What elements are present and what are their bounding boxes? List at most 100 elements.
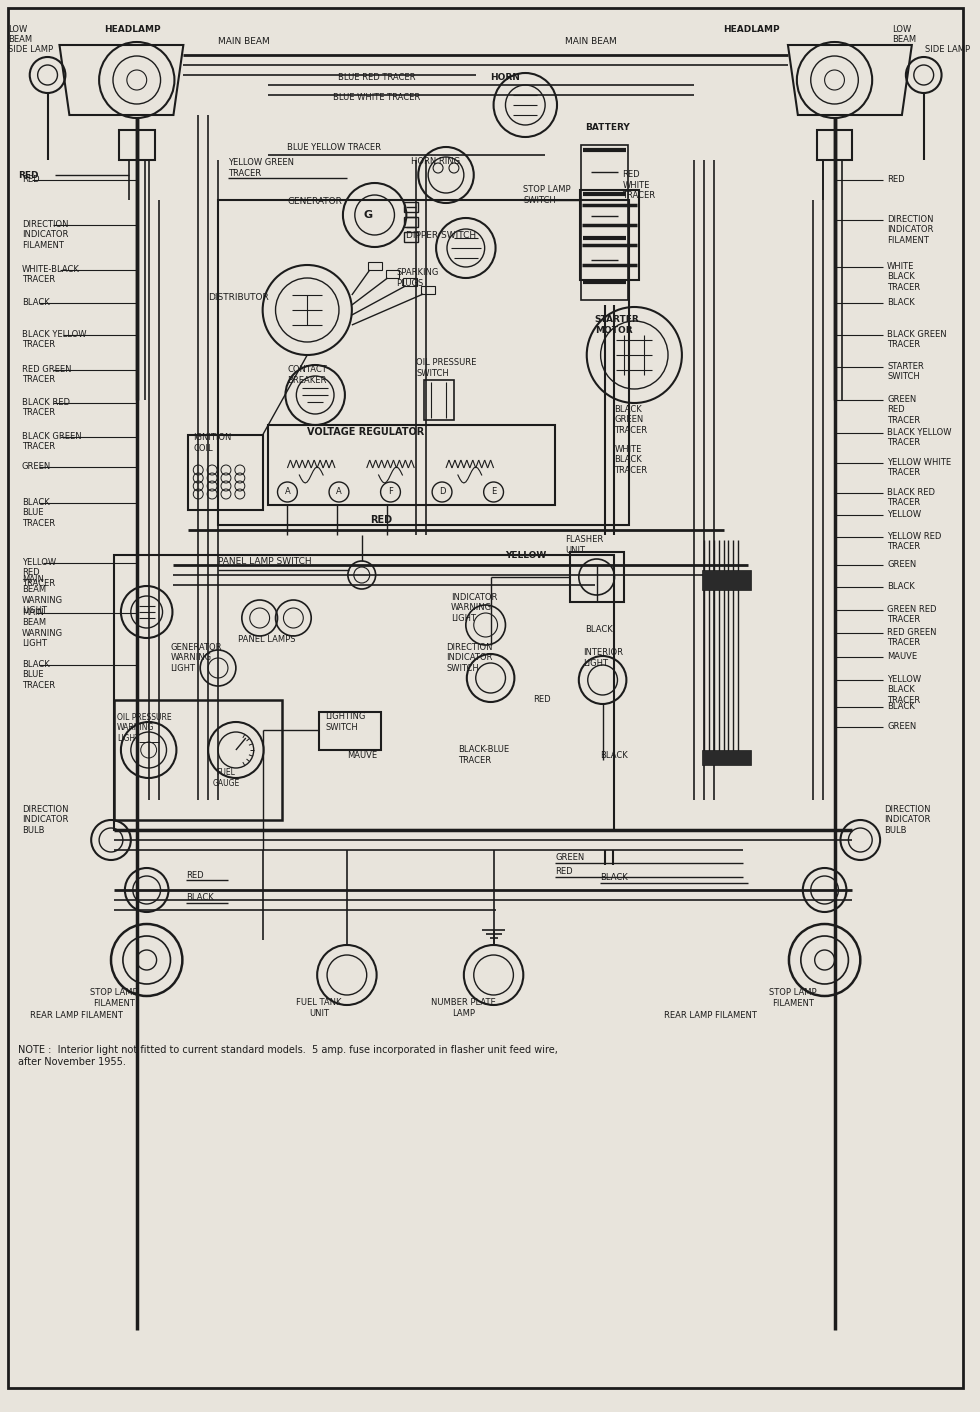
Bar [188,435,263,510]
Text: GREEN: GREEN [555,853,584,863]
Text: RED
WHITE
TRACER: RED WHITE TRACER [622,169,656,201]
Bar [385,270,400,278]
Text: FUEL
GAUGE: FUEL GAUGE [213,768,239,788]
Text: HORN: HORN [491,73,520,82]
Text: VOLTAGE REGULATOR: VOLTAGE REGULATOR [308,426,424,436]
Text: GREEN: GREEN [887,561,916,569]
Text: MAUVE: MAUVE [887,652,917,661]
Text: BLACK
BLUE
TRACER: BLACK BLUE TRACER [22,498,55,528]
Text: DIRECTION
INDICATOR
BULB: DIRECTION INDICATOR BULB [22,805,69,834]
Text: IGNITION
COIL: IGNITION COIL [193,433,231,453]
Bar [702,570,752,590]
Text: DIRECTION
INDICATOR
FILAMENT: DIRECTION INDICATOR FILAMENT [887,215,934,244]
Text: BLACK GREEN
TRACER: BLACK GREEN TRACER [887,330,947,349]
Text: YELLOW: YELLOW [506,551,547,559]
Bar [580,191,639,280]
Text: SIDE LAMP: SIDE LAMP [8,45,53,55]
Text: STOP LAMP
FILAMENT: STOP LAMP FILAMENT [769,988,816,1008]
Text: GREEN
RED
TRACER: GREEN RED TRACER [887,395,920,425]
Bar [405,217,418,227]
Text: BATTERY: BATTERY [585,123,629,133]
Text: YELLOW RED
TRACER: YELLOW RED TRACER [887,532,942,552]
Text: DISTRIBUTOR: DISTRIBUTOR [208,294,269,302]
Text: BLACK: BLACK [22,298,50,306]
Text: BLACK: BLACK [887,298,914,306]
Bar [268,425,555,505]
Text: F: F [388,487,393,497]
Text: FUEL TANK
UNIT: FUEL TANK UNIT [296,998,342,1018]
Text: HEADLAMP: HEADLAMP [104,25,161,34]
Text: STARTER
MOTOR: STARTER MOTOR [595,315,639,335]
Text: YELLOW: YELLOW [887,510,921,520]
Text: MAIN BEAM: MAIN BEAM [218,38,270,47]
Bar [319,712,380,750]
Text: BLACK YELLOW
TRACER: BLACK YELLOW TRACER [887,428,952,448]
Text: LOW
BEAM: LOW BEAM [8,25,32,44]
Bar [119,130,155,160]
Bar [114,700,282,820]
Text: RED GREEN
TRACER: RED GREEN TRACER [887,628,937,647]
Text: NOTE :  Interior light not fitted to current standard models.  5 amp. fuse incor: NOTE : Interior light not fitted to curr… [18,1045,558,1066]
Text: E: E [491,487,496,497]
Text: RED: RED [22,175,39,184]
Text: STARTER
SWITCH: STARTER SWITCH [887,361,924,381]
Text: RED: RED [18,171,38,179]
Bar [218,201,629,525]
Text: BLACK: BLACK [585,626,612,634]
Text: A: A [336,487,342,497]
Text: SIDE LAMP: SIDE LAMP [925,45,970,55]
Text: WHITE
BLACK
TRACER: WHITE BLACK TRACER [887,263,920,292]
Bar [424,380,454,419]
Text: HEADLAMP: HEADLAMP [723,25,780,34]
Text: OIL PRESSURE
WARNING
LIGHT: OIL PRESSURE WARNING LIGHT [117,713,172,743]
Text: BLUE YELLOW TRACER: BLUE YELLOW TRACER [287,144,381,152]
Text: RED GREEN
TRACER: RED GREEN TRACER [22,364,72,384]
Bar [114,555,614,830]
Bar [404,278,417,287]
Bar [405,232,418,241]
Text: DIPPER SWITCH: DIPPER SWITCH [407,230,476,240]
Text: BLACK
GREEN
TRACER: BLACK GREEN TRACER [614,405,648,435]
Text: REAR LAMP FILAMENT: REAR LAMP FILAMENT [29,1011,122,1019]
Text: CONTACT
BREAKER: CONTACT BREAKER [287,366,327,384]
Bar [570,552,624,602]
Text: BLACK
BLUE
TRACER: BLACK BLUE TRACER [22,659,55,690]
Text: MAUVE: MAUVE [347,751,377,760]
Text: GENERATOR
WARNING
LIGHT: GENERATOR WARNING LIGHT [171,642,222,674]
Text: DIRECTION
INDICATOR
BULB: DIRECTION INDICATOR BULB [884,805,931,834]
Text: BLACK-BLUE
TRACER: BLACK-BLUE TRACER [458,746,509,765]
Bar [816,130,853,160]
Bar [421,287,435,294]
Text: GREEN RED
TRACER: GREEN RED TRACER [887,604,937,624]
Text: YELLOW
RED
TRACER: YELLOW RED TRACER [22,558,56,587]
Text: YELLOW WHITE
TRACER: YELLOW WHITE TRACER [887,457,952,477]
Text: YELLOW GREEN
TRACER: YELLOW GREEN TRACER [228,158,294,178]
Text: FLASHER
UNIT: FLASHER UNIT [564,535,603,555]
Bar [581,145,628,299]
Text: RED: RED [533,696,551,705]
Text: D: D [439,487,445,497]
Text: BLACK: BLACK [186,894,214,902]
Text: MAIN
BEAM
WARNING
LIGHT: MAIN BEAM WARNING LIGHT [22,575,63,616]
Text: G: G [364,210,372,220]
Text: RED: RED [555,867,572,877]
Text: DIRECTION
INDICATOR
SWITCH: DIRECTION INDICATOR SWITCH [446,642,493,674]
Text: RED: RED [887,175,905,184]
Text: BLACK RED
TRACER: BLACK RED TRACER [887,489,935,507]
Text: BLACK: BLACK [887,582,914,592]
Text: DIRECTION
INDICATOR
FILAMENT: DIRECTION INDICATOR FILAMENT [22,220,69,250]
Text: YELLOW
BLACK
TRACER: YELLOW BLACK TRACER [887,675,921,705]
Text: BLUE RED TRACER: BLUE RED TRACER [338,73,416,82]
Text: HORN RING: HORN RING [412,158,461,167]
Text: SPARKING
PLUGS: SPARKING PLUGS [397,268,439,288]
Text: RED: RED [186,871,204,880]
Text: BLACK RED
TRACER: BLACK RED TRACER [22,398,70,418]
Text: MAIN
BEAM
WARNING
LIGHT: MAIN BEAM WARNING LIGHT [22,609,63,648]
Text: LIGHTING
SWITCH: LIGHTING SWITCH [325,712,366,731]
Text: PANEL LAMP SWITCH: PANEL LAMP SWITCH [218,558,312,566]
Text: MAIN BEAM: MAIN BEAM [564,38,616,47]
Text: GREEN: GREEN [887,722,916,731]
Bar [368,263,381,270]
Text: STOP LAMP
FILAMENT: STOP LAMP FILAMENT [90,988,138,1008]
Text: LOW
BEAM: LOW BEAM [892,25,916,44]
